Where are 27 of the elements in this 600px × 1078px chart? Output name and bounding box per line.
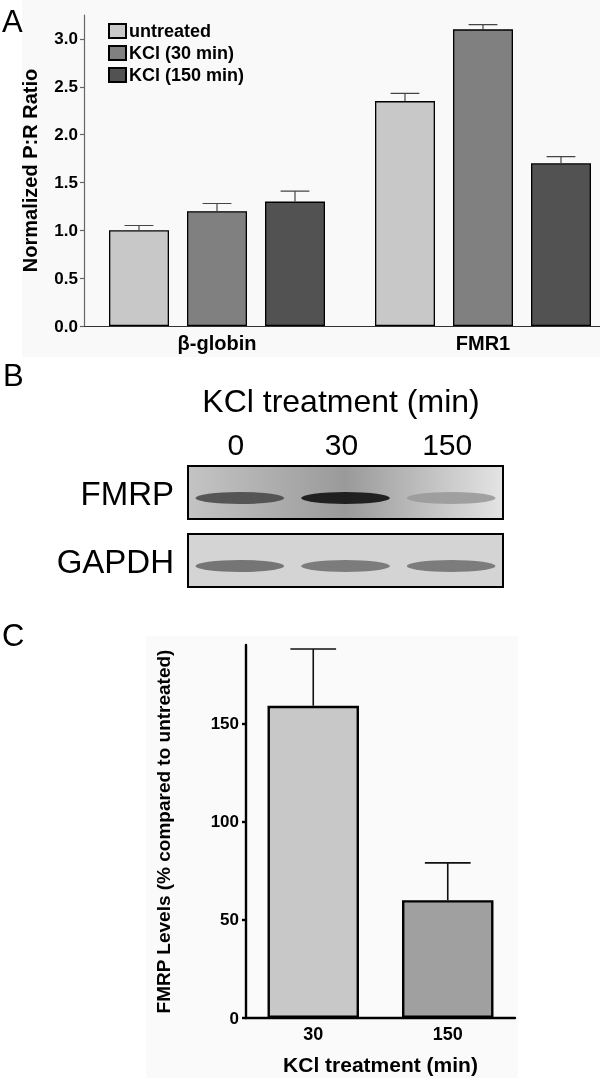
legend-label: KCl (150 min) xyxy=(129,65,245,85)
y-tick-label: 0 xyxy=(229,1008,239,1028)
y-tick-label: 100 xyxy=(210,812,239,832)
text: A xyxy=(2,4,23,39)
legend-label: KCl (30 min) xyxy=(129,43,235,63)
category-label: FMRP xyxy=(80,474,174,511)
category-label: 30 xyxy=(324,428,359,461)
x-tick-label: FMR1 xyxy=(455,332,511,354)
y-tick-label: 2.5 xyxy=(54,77,78,97)
y-axis-title: Normalized P:R Ratio xyxy=(19,68,41,273)
y-tick-label: 2.0 xyxy=(54,125,78,145)
x-tick-label: β-globin xyxy=(177,332,257,354)
category-label: GAPDH xyxy=(56,542,174,579)
y-axis-title: FMRP Levels (% compared to untreated) xyxy=(153,649,174,1014)
text: C xyxy=(2,618,25,653)
text: KCl treatment (min) xyxy=(202,383,480,419)
y-tick-label: 1.0 xyxy=(54,220,78,240)
category-label: 150 xyxy=(422,428,473,461)
y-tick-label: 150 xyxy=(210,714,239,734)
text: B xyxy=(3,358,24,393)
y-tick-label: 0.5 xyxy=(54,268,78,288)
x-axis-title: KCl treatment (min) xyxy=(283,1053,478,1076)
y-tick-label: 3.0 xyxy=(54,29,78,49)
y-tick-label: 0.0 xyxy=(54,316,78,336)
y-tick-label: 50 xyxy=(220,910,239,930)
legend-label: untreated xyxy=(129,21,212,41)
y-tick-label: 1.5 xyxy=(54,172,78,192)
